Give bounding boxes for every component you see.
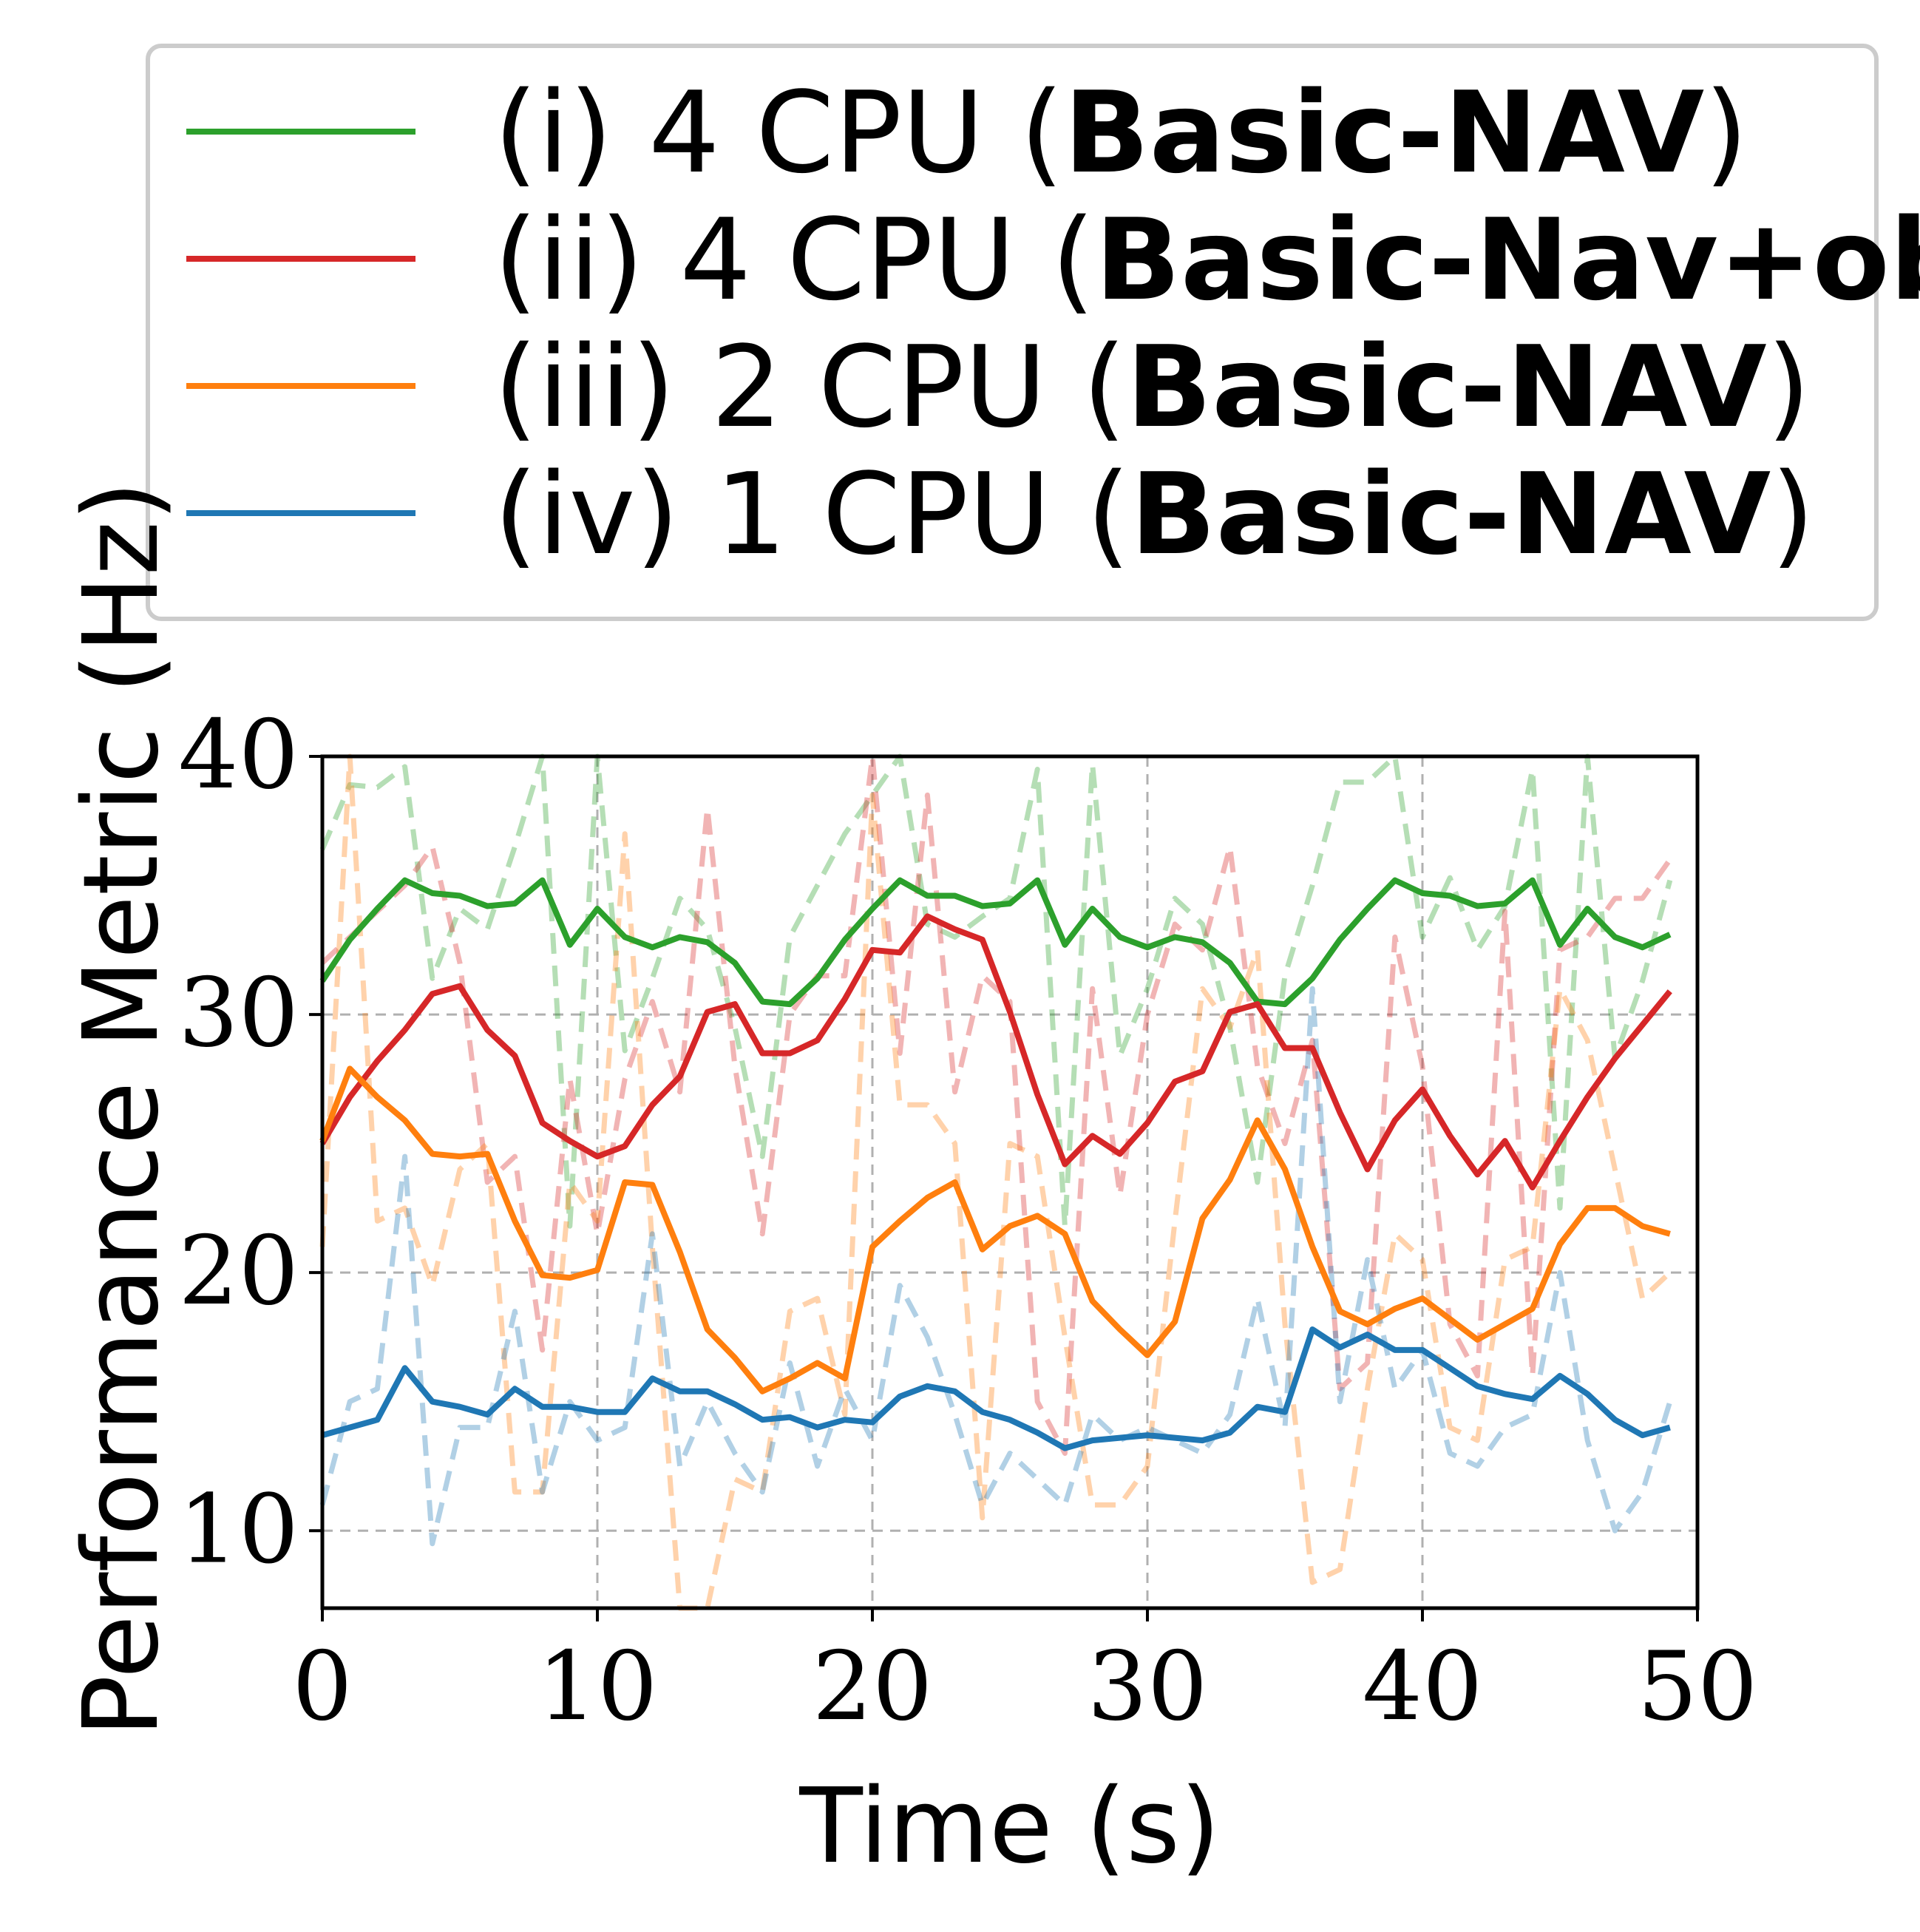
legend-label-bold: Basic-NAV — [1064, 67, 1704, 198]
y-axis-ticks: 10 20 30 40 — [178, 700, 322, 1584]
legend-label: (i) 4 CPU (Basic-NAV) — [494, 67, 1748, 198]
legend-label-suffix: ) — [1767, 322, 1811, 453]
legend: (i) 4 CPU (Basic-NAV)(ii) 4 CPU (Basic-N… — [146, 44, 1920, 621]
legend-entries: (i) 4 CPU (Basic-NAV)(ii) 4 CPU (Basic-N… — [186, 67, 1920, 580]
x-tick-label: 10 — [537, 1632, 658, 1742]
x-tick-label: 0 — [292, 1632, 352, 1742]
legend-label-bold: Basic-Nav+obj — [1095, 194, 1920, 325]
legend-label-prefix: (i) 4 CPU ( — [494, 67, 1064, 198]
x-axis-ticks: 0 10 20 30 40 50 — [292, 1608, 1757, 1742]
legend-label-prefix: (iii) 2 CPU ( — [494, 322, 1126, 453]
legend-label-bold: Basic-NAV — [1126, 322, 1766, 453]
legend-label-suffix: ) — [1771, 449, 1814, 580]
legend-label-bold: Basic-NAV — [1130, 449, 1771, 580]
x-tick-label: 50 — [1638, 1632, 1758, 1742]
raw-line-series-2 — [320, 753, 1672, 1456]
plot-area: 0 10 20 30 40 50 10 20 30 40 — [178, 700, 1757, 1742]
legend-label-prefix: (ii) 4 CPU ( — [494, 194, 1095, 325]
y-tick-label: 10 — [178, 1474, 299, 1584]
raw-series-lines — [319, 753, 1673, 1611]
legend-frame — [146, 44, 1879, 621]
raw-line-series-3 — [319, 753, 1672, 1611]
x-tick-label: 20 — [813, 1632, 933, 1742]
y-tick-label: 20 — [178, 1216, 299, 1326]
smoothed-series-lines — [319, 877, 1672, 1451]
x-axis-label: Time (s) — [798, 1766, 1220, 1887]
smoothed-line-series-3 — [319, 1065, 1671, 1394]
legend-label-suffix: ) — [1704, 67, 1748, 198]
y-tick-label: 40 — [178, 700, 299, 810]
legend-entry-1: (i) 4 CPU (Basic-NAV) — [186, 67, 1748, 198]
legend-entry-2: (ii) 4 CPU (Basic-Nav+obj) — [186, 194, 1920, 325]
smoothed-line-series-2 — [319, 913, 1672, 1190]
legend-label: (iv) 1 CPU (Basic-NAV) — [494, 449, 1814, 580]
grid — [322, 756, 1697, 1608]
raw-line-series-4 — [319, 986, 1673, 1547]
plot-frame — [320, 754, 1700, 1610]
smoothed-line-series-1 — [319, 877, 1672, 1008]
smoothed-line-series-4 — [321, 1326, 1671, 1451]
legend-entry-3: (iii) 2 CPU (Basic-NAV) — [186, 322, 1811, 453]
legend-entry-4: (iv) 1 CPU (Basic-NAV) — [186, 449, 1814, 580]
x-tick-label: 40 — [1363, 1632, 1483, 1742]
legend-label-prefix: (iv) 1 CPU ( — [494, 449, 1130, 580]
y-axis-label: Performance Metric (Hz) — [61, 481, 182, 1737]
legend-label: (ii) 4 CPU (Basic-Nav+obj) — [494, 194, 1920, 325]
y-tick-label: 30 — [178, 958, 299, 1068]
legend-label: (iii) 2 CPU (Basic-NAV) — [494, 322, 1811, 453]
x-tick-label: 30 — [1088, 1632, 1208, 1742]
